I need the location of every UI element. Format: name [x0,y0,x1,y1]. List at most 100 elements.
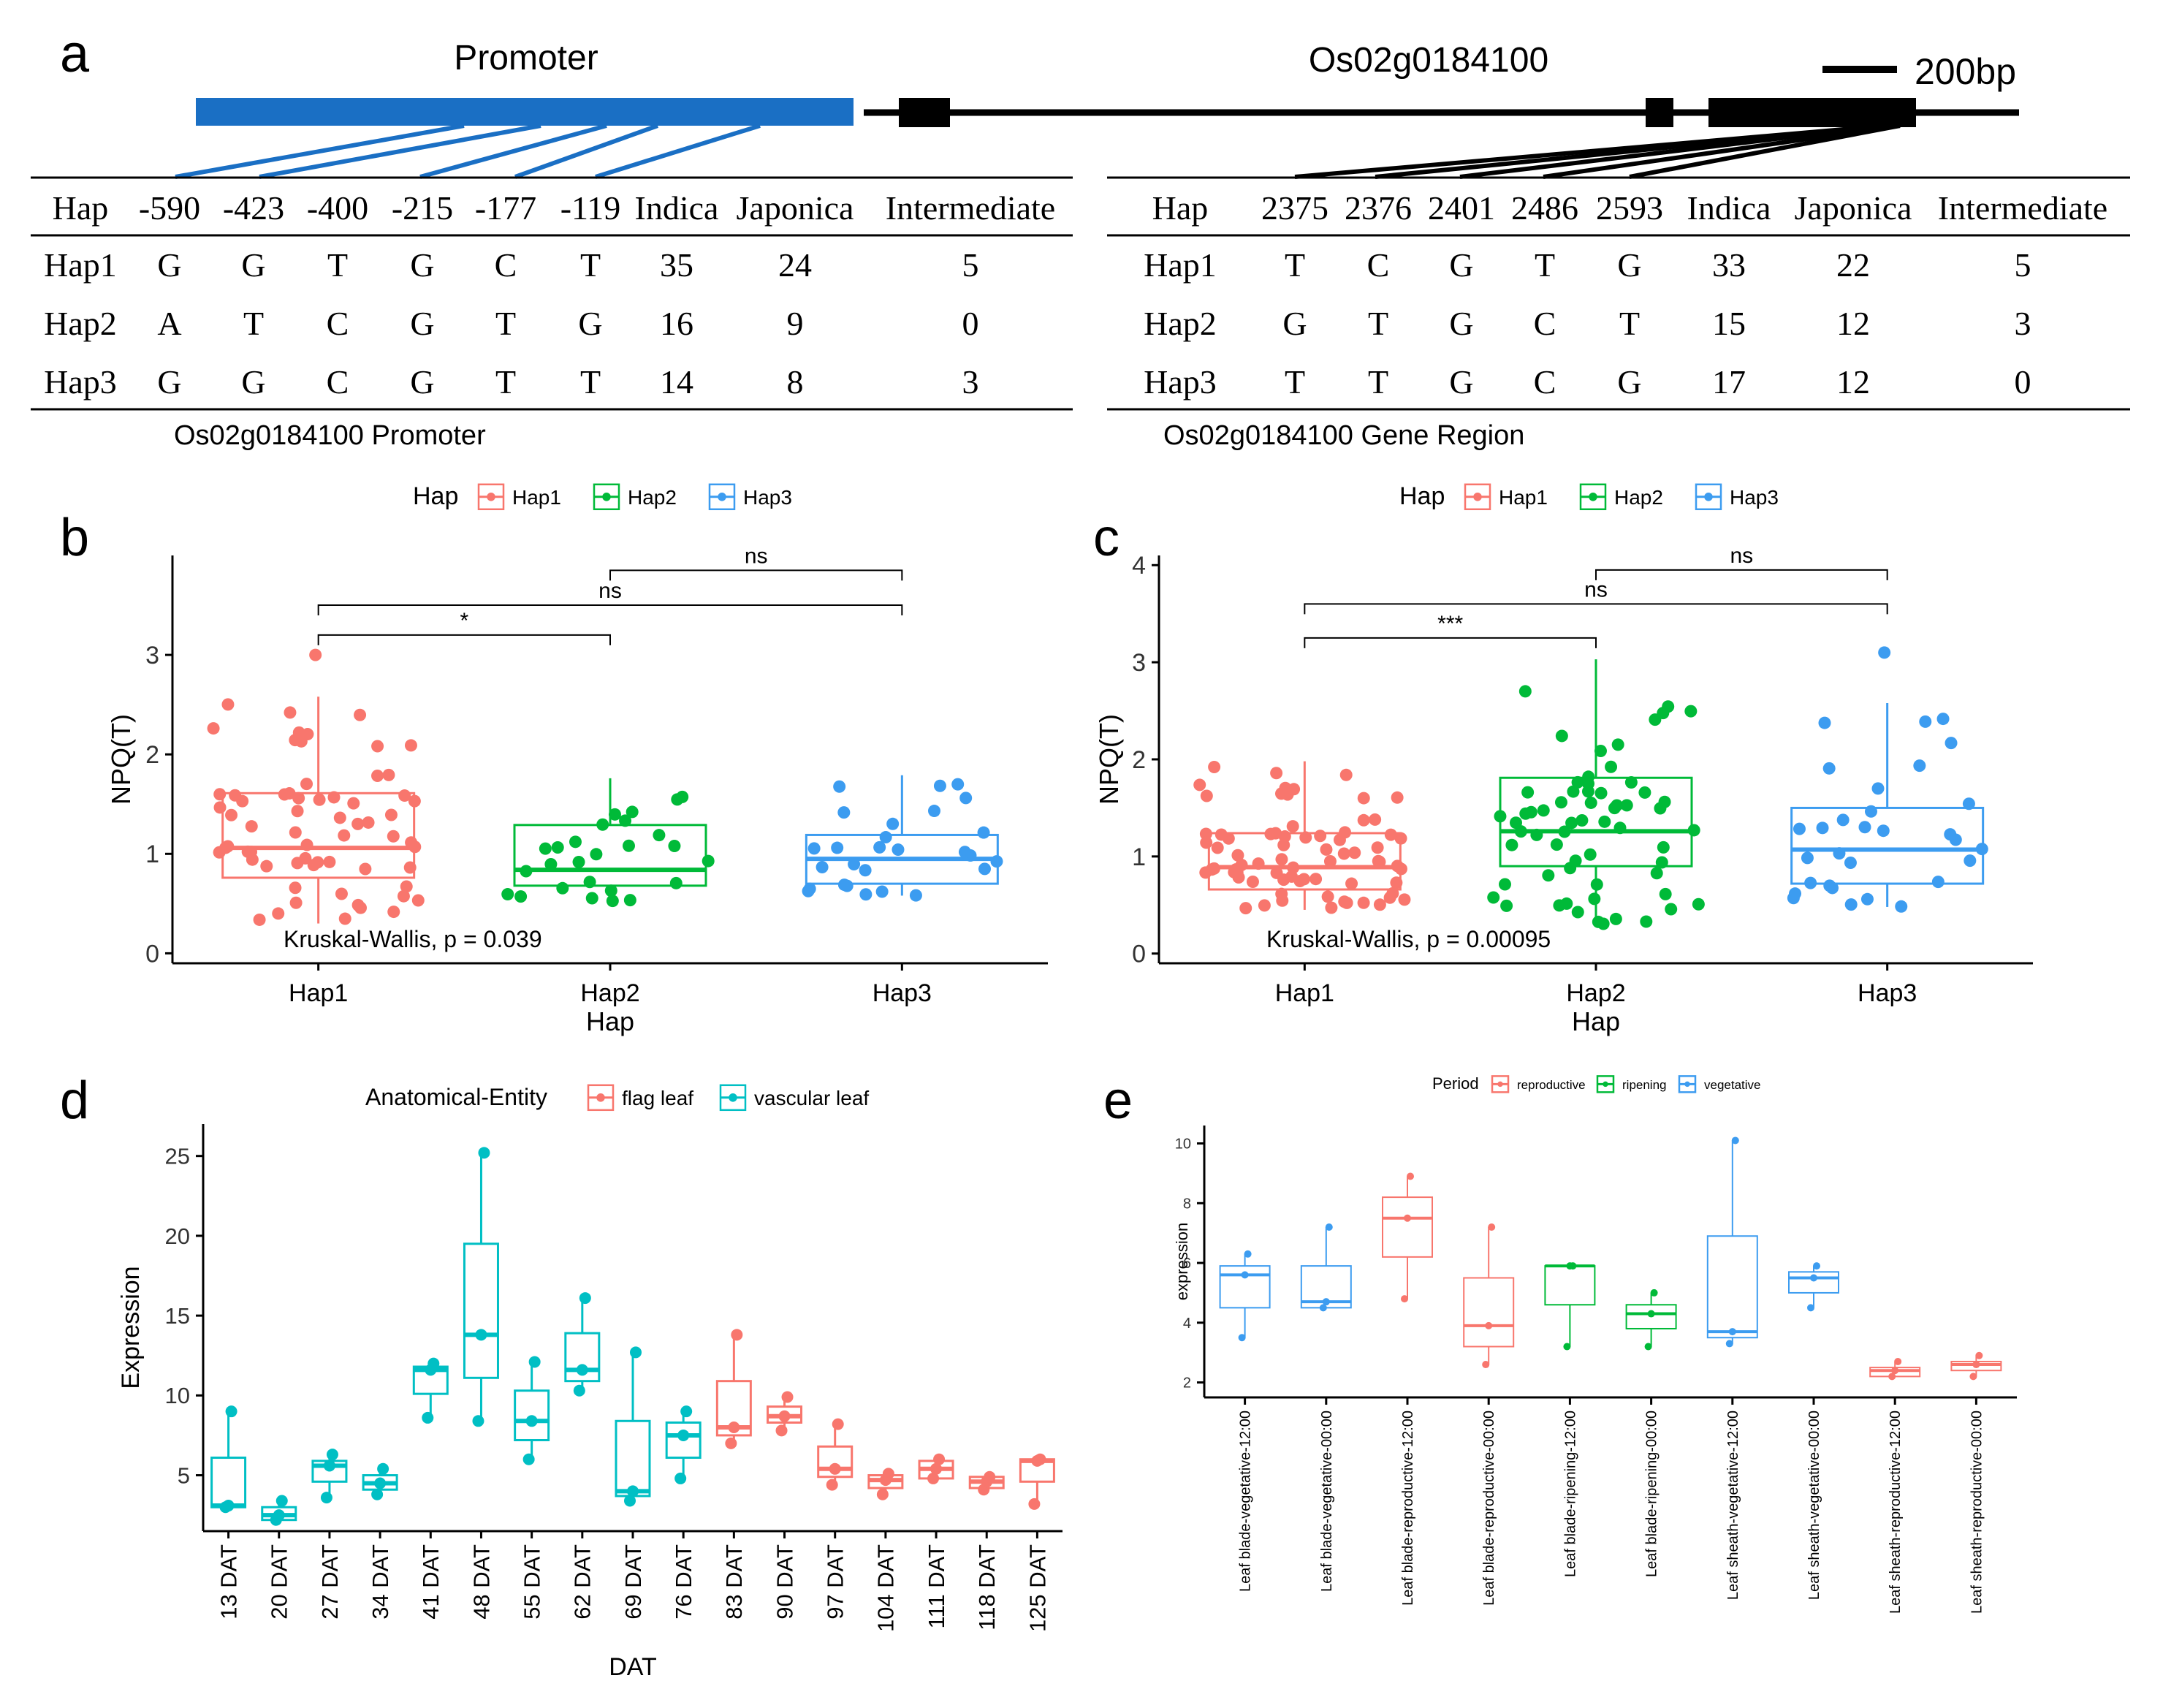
data-point [579,1292,591,1305]
data-point [1833,847,1846,860]
data-point [1975,1351,1983,1359]
x-tick-label: 111 DAT [924,1544,949,1628]
promoter-bar [196,98,854,126]
x-tick-label: 118 DAT [974,1544,1000,1631]
data-point [347,797,360,810]
data-point [1398,893,1411,906]
data-point [323,1460,335,1472]
table-cell: 14 [660,363,693,401]
data-point [1807,1304,1814,1312]
y-tick-label: 3 [1132,649,1146,677]
data-point [404,739,417,752]
data-point [272,907,285,920]
data-point [478,1147,490,1159]
data-point [1214,828,1228,841]
data-point [927,1472,940,1484]
legend-entry: Hap2 [1614,486,1663,509]
data-point [608,808,621,821]
data-point [728,1422,740,1434]
data-point [1373,898,1386,911]
data-point [1975,843,1988,856]
table-header-cell: -177 [475,189,536,227]
data-point [1597,917,1610,930]
data-point [1519,807,1532,820]
data-point [1972,1361,1980,1369]
data-point [958,846,971,859]
significance-label: ns [598,579,622,603]
box [1706,1235,1758,1339]
data-point [1485,1321,1493,1329]
data-point [245,846,258,859]
x-tick-label: 48 DAT [468,1544,494,1620]
data-point [1891,1367,1899,1375]
data-point [585,892,598,905]
data-point [1550,838,1563,851]
data-point [1860,892,1874,906]
x-tick-label: Hap3 [1858,979,1917,1007]
y-tick-label: 25 [165,1144,190,1169]
data-point [829,1462,841,1475]
data-point [984,1470,996,1483]
data-point [832,1418,844,1430]
data-point [1919,715,1932,728]
y-tick-label: 4 [1183,1316,1191,1332]
data-point [338,829,351,842]
data-point [833,780,846,793]
data-point [1554,796,1567,809]
table-cell: G [241,246,265,284]
data-point [1339,768,1353,781]
data-point [411,894,425,907]
box [715,1380,752,1437]
x-tick-label: Leaf sheath-vegetative-12:00 [1725,1411,1741,1600]
panel-label-b: b [60,509,89,567]
table-header-cell: -590 [139,189,200,227]
data-point [624,1495,636,1507]
table-cell: 9 [787,305,804,342]
promoter-snp-lines [175,124,761,179]
data-point [1518,685,1532,698]
data-point [213,788,227,801]
data-point [630,1346,642,1359]
data-point [1584,796,1597,809]
box [1219,1265,1271,1309]
legend-entry: Hap1 [512,486,561,509]
data-point [1620,799,1633,812]
data-point [1488,1223,1496,1231]
data-point [1391,791,1404,804]
data-point [1657,840,1670,854]
data-point [1500,899,1513,912]
data-point [1401,1295,1408,1303]
legend-entry: Hap1 [1499,486,1548,509]
data-point [671,793,684,806]
data-point [374,1477,387,1489]
data-point [1936,713,1950,726]
scale-bar [1822,66,1897,73]
data-point [619,814,632,827]
data-point [909,889,922,902]
data-point [1286,820,1299,833]
table-cell: G [578,305,602,342]
data-point [583,876,596,889]
data-point [326,1449,338,1461]
data-point [677,1429,690,1441]
data-point [1945,737,1958,750]
data-point [1337,847,1350,860]
data-point [1692,897,1705,911]
box [817,1445,854,1479]
data-point [1655,856,1668,869]
y-tick-label: 2 [1183,1375,1191,1392]
data-point [1211,841,1224,854]
data-point [951,778,965,791]
x-tick-label: 27 DAT [317,1544,343,1620]
data-point [371,770,384,783]
data-point [514,890,528,903]
table-cell: Hap2 [1144,305,1217,342]
y-tick-label: 15 [165,1303,190,1329]
data-point [1644,1343,1652,1351]
table-cell: T [580,246,601,284]
significance-bracket [317,604,903,616]
data-point [1801,851,1814,865]
table-header-cell: 2593 [1596,189,1663,227]
data-point [1325,1223,1333,1231]
data-point [837,806,851,819]
